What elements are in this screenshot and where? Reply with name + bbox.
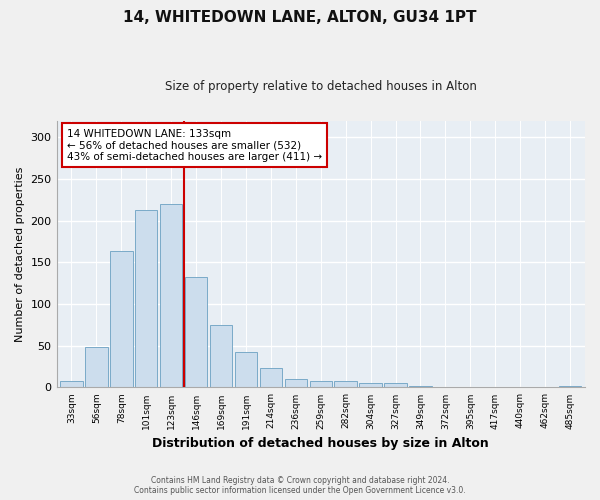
Bar <box>409 386 431 388</box>
Bar <box>110 252 133 388</box>
Bar <box>60 381 83 388</box>
Bar <box>85 348 107 388</box>
Bar <box>260 368 282 388</box>
Bar <box>310 381 332 388</box>
Bar <box>284 379 307 388</box>
Bar <box>385 384 407 388</box>
Bar <box>334 381 357 388</box>
X-axis label: Distribution of detached houses by size in Alton: Distribution of detached houses by size … <box>152 437 489 450</box>
Bar <box>135 210 157 388</box>
Text: Contains HM Land Registry data © Crown copyright and database right 2024.
Contai: Contains HM Land Registry data © Crown c… <box>134 476 466 495</box>
Bar <box>359 384 382 388</box>
Title: Size of property relative to detached houses in Alton: Size of property relative to detached ho… <box>165 80 477 93</box>
Bar <box>559 386 581 388</box>
Text: 14, WHITEDOWN LANE, ALTON, GU34 1PT: 14, WHITEDOWN LANE, ALTON, GU34 1PT <box>123 10 477 25</box>
Bar <box>185 278 208 388</box>
Text: 14 WHITEDOWN LANE: 133sqm
← 56% of detached houses are smaller (532)
43% of semi: 14 WHITEDOWN LANE: 133sqm ← 56% of detac… <box>67 128 322 162</box>
Bar <box>235 352 257 388</box>
Bar <box>160 204 182 388</box>
Y-axis label: Number of detached properties: Number of detached properties <box>15 166 25 342</box>
Bar <box>210 325 232 388</box>
